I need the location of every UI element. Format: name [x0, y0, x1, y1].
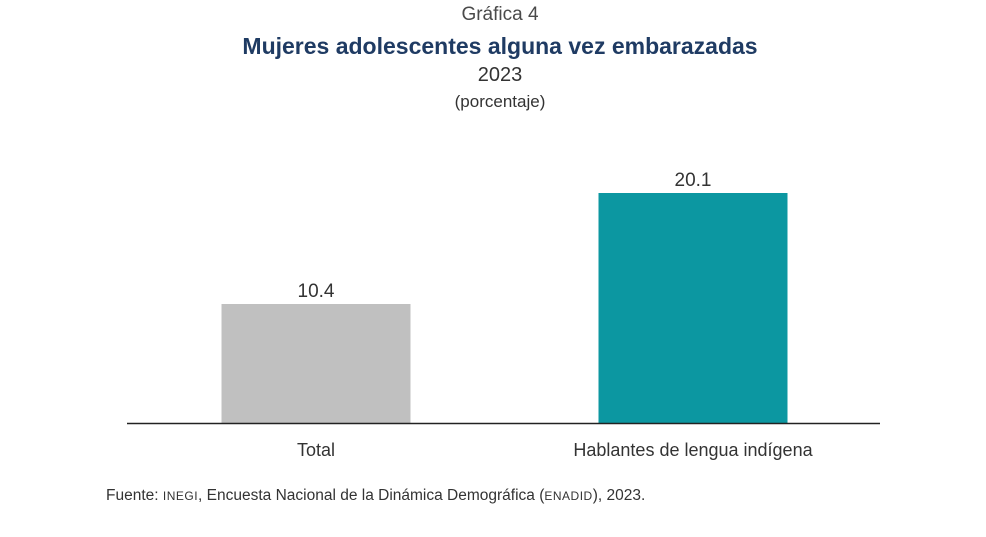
source-survey: ENADID: [544, 489, 593, 503]
source-note: Fuente: INEGI, Encuesta Nacional de la D…: [106, 487, 645, 505]
bar-chart: 10.4 Total 20.1 Hablantes de lengua indígen…: [127, 170, 880, 460]
chart-year: 2023: [477, 64, 523, 86]
bar-total: [221, 303, 411, 423]
chart-unit: (porcentaje): [454, 92, 546, 111]
category-label: Total: [297, 440, 335, 460]
chart-kicker: Gráfica 4: [461, 4, 539, 25]
category-label: Hablantes de lengua indígena: [573, 440, 813, 460]
chart-title: Mujeres adolescentes alguna vez embaraza…: [242, 33, 758, 59]
source-middle: , Encuesta Nacional de la Dinámica Demog…: [198, 487, 545, 504]
source-org: INEGI: [162, 489, 199, 503]
data-label: 20.1: [675, 170, 712, 191]
data-label: 10.4: [298, 281, 335, 302]
bar-hablantes: [598, 193, 788, 423]
source-prefix: Fuente:: [106, 487, 163, 504]
source-suffix: ), 2023.: [592, 487, 646, 504]
